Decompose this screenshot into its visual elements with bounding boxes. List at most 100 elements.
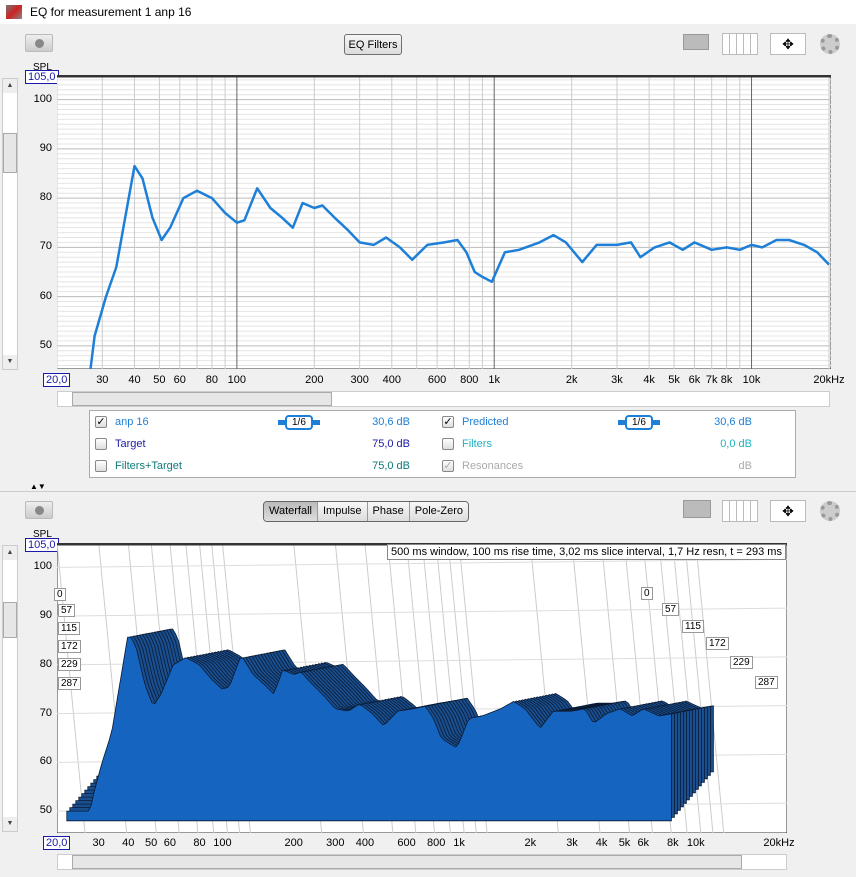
camera-icon[interactable] [25,501,53,519]
y-tick-label: 90 [39,609,52,622]
x-tick-label: 40 [128,374,141,386]
legend-checkbox: ✓ [442,460,454,472]
x-tick-label: 400 [382,374,401,386]
window-title: EQ for measurement 1 anp 16 [30,5,192,19]
tab-pole-zero[interactable]: Pole-Zero [409,502,469,521]
x-tick-label: 2k [524,837,537,849]
legend-row: Filters+Target 75,0 dB [95,459,435,473]
view-tabs: Waterfall Impulse Phase Pole-Zero [263,501,470,522]
x-tick-label: 4k [595,837,608,849]
x-tick-label: 40 [122,837,135,849]
x-tick-label: 600 [397,837,416,849]
divider [0,491,856,492]
x-scrollbar[interactable] [57,854,787,870]
time-label-right: 0 [641,587,653,600]
legend-panel: ✓ anp 16 1/6 30,6 dB Target 75,0 dB Filters+Ta… [89,410,796,478]
x-tick-label: 30 [92,837,105,849]
legend-row: ✓ anp 16 1/6 30,6 dB [95,414,435,430]
splitter-handle[interactable]: ▲▼ [30,482,46,491]
grid-line [57,558,787,568]
legend-value: 75,0 dB [372,438,410,450]
grid-lines-icon[interactable] [722,500,758,522]
app-icon [6,5,22,19]
waterfall-info: 500 ms window, 100 ms rise time, 3,02 ms… [387,544,786,560]
layout-icon[interactable] [683,500,711,518]
time-label-left: 57 [58,604,76,617]
x-tick-label: 2k [565,374,578,386]
y-max-field[interactable]: 105,0 [25,538,59,552]
y-tick-label: 90 [39,141,52,154]
legend-checkbox[interactable] [95,438,107,450]
x-tick-label: 6k [637,837,650,849]
x-tick-label: 300 [326,837,345,849]
y-max-field[interactable]: 105,0 [25,70,59,84]
x-tick-label: 60 [163,837,177,849]
legend-checkbox[interactable] [442,438,454,450]
x-tick-label: 3k [611,374,623,386]
smoothing-selector[interactable]: 1/6 [285,414,313,430]
smoothing-selector[interactable]: 1/6 [625,414,653,430]
time-label-right: 57 [662,603,680,616]
legend-checkbox[interactable]: ✓ [442,416,454,428]
grid-lines-icon[interactable] [722,33,758,55]
time-label-right: 229 [730,656,753,669]
tab-phase[interactable]: Phase [367,502,410,521]
legend-value: 0,0 dB [720,438,752,450]
legend-label: Filters+Target [115,460,182,472]
y-scrollbar[interactable]: ▲ ▼ [2,545,18,832]
x-tick-label: 300 [350,374,369,386]
grid-line [695,543,725,833]
x-tick-label: 20kHz [813,374,845,386]
y-tick-label: 60 [39,755,52,768]
x-tick-label: 4k [643,374,655,386]
legend-value: 30,6 dB [372,416,410,428]
x-tick-label: 200 [284,837,303,849]
x-tick-label: 60 [173,374,186,386]
x-min-field[interactable]: 20,0 [43,373,71,387]
y-tick-label: 50 [39,804,52,817]
x-tick-label: 100 [213,837,232,849]
time-label-left: 229 [58,658,81,671]
x-tick-label: 10k [686,837,705,849]
x-tick-label: 5k [618,837,631,849]
move-arrows-icon[interactable]: ✥ [770,33,806,55]
move-arrows-icon[interactable]: ✥ [770,500,806,522]
eq-filters-button[interactable]: EQ Filters [344,34,402,55]
legend-checkbox[interactable]: ✓ [95,416,107,428]
x-tick-label: 800 [426,837,446,849]
x-scrollbar[interactable] [57,391,830,407]
frequency-response-plot[interactable] [57,75,831,369]
time-label-left: 115 [58,622,80,635]
grid-line [684,543,714,833]
legend-label: anp 16 [115,416,149,428]
time-label-left: 0 [54,588,66,601]
tab-impulse[interactable]: Impulse [318,502,368,521]
x-tick-label: 10k [742,374,761,386]
x-tick-label: 1k [453,837,465,849]
y-tick-label: 70 [39,706,52,719]
y-scrollbar[interactable]: ▲ ▼ [2,78,18,370]
legend-label: Predicted [462,416,509,428]
y-unit-label: SPL [33,529,52,540]
gear-icon[interactable] [820,501,840,521]
tab-waterfall[interactable]: Waterfall [264,502,318,521]
x-tick-label: 30 [96,374,109,386]
legend-checkbox[interactable] [95,460,107,472]
x-tick-label: 8k [720,374,733,386]
y-tick-label: 80 [39,191,52,204]
gear-icon[interactable] [820,34,840,54]
time-label-left: 172 [58,640,81,653]
legend-value: dB [738,460,752,472]
x-tick-label: 5k [668,374,680,386]
x-tick-label: 1k [488,374,500,386]
y-tick-label: 100 [33,560,52,573]
y-unit-label: SPL [33,62,52,73]
x-min-field[interactable]: 20,0 [43,836,71,850]
camera-icon[interactable] [25,34,53,52]
x-tick-label: 8k [667,837,679,849]
x-tick-label: 100 [227,374,247,386]
waterfall-plot[interactable] [57,543,787,833]
legend-value: 75,0 dB [372,460,410,472]
x-tick-label: 20kHz [763,837,795,849]
layout-icon[interactable] [675,32,711,56]
